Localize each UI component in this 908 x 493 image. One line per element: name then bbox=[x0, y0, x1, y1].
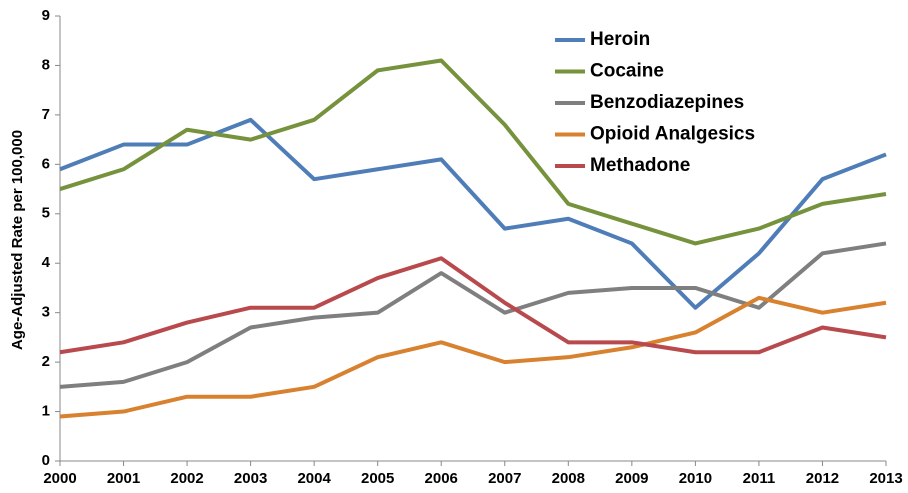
y-tick-label: 2 bbox=[42, 353, 50, 370]
legend-label: Heroin bbox=[590, 29, 650, 50]
x-tick-label: 2007 bbox=[488, 470, 521, 487]
x-tick-label: 2005 bbox=[361, 470, 394, 487]
y-tick-label: 7 bbox=[42, 106, 50, 123]
y-axis-label: Age-Adjusted Rate per 100,000 bbox=[9, 130, 26, 350]
y-tick-label: 9 bbox=[42, 7, 50, 24]
x-tick-label: 2004 bbox=[297, 470, 331, 487]
x-tick-label: 2008 bbox=[552, 470, 585, 487]
line bbox=[59, 117, 887, 310]
legend-label: Benzodiazepines bbox=[590, 92, 744, 113]
x-tick-label: 2001 bbox=[107, 470, 140, 487]
legend-label: Cocaine bbox=[590, 61, 664, 82]
x-tick-label: 2003 bbox=[234, 470, 267, 487]
y-tick-label: 4 bbox=[42, 254, 51, 271]
x-tick-label: 2011 bbox=[743, 470, 776, 487]
y-tick-label: 8 bbox=[42, 56, 50, 73]
y-tick-label: 3 bbox=[42, 304, 50, 321]
x-tick-label: 2002 bbox=[170, 470, 203, 487]
x-tick-label: 2012 bbox=[806, 470, 839, 487]
y-tick-label: 0 bbox=[42, 452, 50, 469]
line bbox=[59, 295, 887, 419]
x-tick-label: 2009 bbox=[615, 470, 648, 487]
line bbox=[59, 58, 887, 246]
x-tick-label: 2006 bbox=[425, 470, 458, 487]
x-tick-label: 2013 bbox=[869, 470, 902, 487]
legend-label: Methadone bbox=[590, 155, 690, 176]
y-tick-label: 6 bbox=[42, 155, 50, 172]
legend-label: Opioid Analgesics bbox=[590, 124, 755, 145]
line bbox=[59, 256, 887, 355]
line bbox=[59, 241, 887, 389]
x-tick-label: 2000 bbox=[43, 470, 76, 487]
y-tick-label: 1 bbox=[42, 403, 50, 420]
y-tick-label: 5 bbox=[42, 205, 50, 222]
x-tick-label: 2010 bbox=[679, 470, 712, 487]
